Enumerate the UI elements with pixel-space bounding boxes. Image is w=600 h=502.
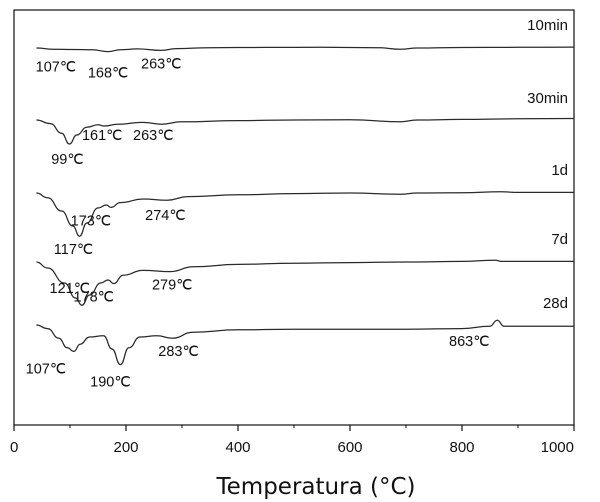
peak-label: 279℃: [152, 278, 192, 294]
x-tick-label: 0: [10, 439, 18, 456]
peak-label: 283℃: [158, 344, 198, 360]
peak-label: 263℃: [133, 128, 173, 144]
series-line-30min: [36, 117, 575, 145]
peak-label: 117℃: [54, 242, 93, 258]
series-line-1d: [36, 191, 574, 237]
peak-label: 107℃: [36, 60, 76, 76]
series-group: [36, 46, 575, 366]
series-label: 1d: [551, 162, 568, 179]
x-tick-label: 1000: [541, 439, 574, 456]
peak-label: 107℃: [26, 361, 66, 377]
peak-label: 121℃: [50, 281, 90, 297]
peak-label: 263℃: [141, 56, 181, 72]
peak-label: 863℃: [449, 334, 489, 350]
peak-label: 99℃: [51, 152, 83, 168]
series-line-7d: [36, 259, 574, 306]
x-axis: 0 200 400 600 800 1000: [10, 425, 575, 456]
x-tick-label: 800: [449, 439, 474, 456]
series-label: 10min: [527, 17, 568, 34]
series-label: 30min: [527, 90, 568, 107]
x-tick-label: 600: [337, 439, 362, 456]
series-label: 28d: [543, 295, 568, 312]
series-line-28d: [36, 319, 574, 366]
peak-label: 168℃: [88, 66, 128, 82]
peak-label: 161℃: [82, 128, 122, 144]
peak-label: 274℃: [145, 208, 185, 224]
x-tick-label: 200: [113, 439, 138, 456]
peak-label: 178℃: [73, 290, 113, 306]
x-axis-label: Temperatura (°C): [216, 474, 416, 500]
series-labels: 10min 30min 1d 7d 28d: [527, 17, 568, 312]
series-label: 7d: [551, 231, 568, 248]
peak-label: 190℃: [90, 375, 130, 391]
series-line-10min: [36, 46, 575, 53]
peak-label: 173℃: [71, 213, 111, 229]
x-tick-label: 400: [225, 439, 250, 456]
